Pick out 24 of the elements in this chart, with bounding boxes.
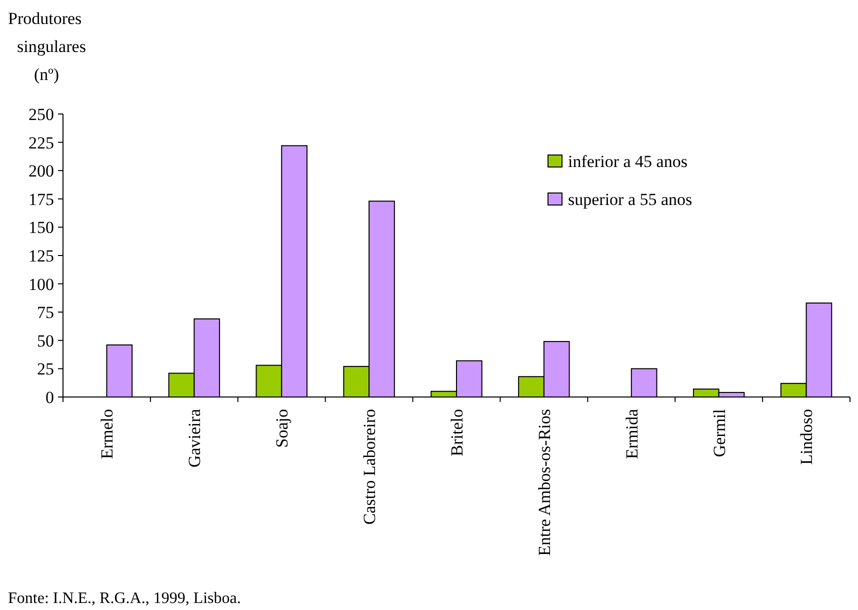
y-axis-title: Produtores singulares (nº)	[8, 9, 86, 84]
y-tick-label: 125	[28, 246, 54, 266]
x-tick-label: Lindoso	[797, 409, 816, 465]
y-tick-label: 75	[37, 303, 54, 322]
x-tick-label: Ermelo	[98, 409, 117, 460]
source-note: Fonte: I.N.E., R.G.A., 1999, Lisboa.	[8, 590, 241, 607]
y-tick-label: 100	[28, 274, 54, 294]
y-tick-label: 50	[37, 331, 54, 350]
x-tick-label: Germil	[710, 408, 729, 458]
y-tick-label: 0	[46, 388, 54, 407]
y-tick-label: 250	[28, 104, 54, 124]
x-tick-label: Gavieira	[185, 408, 204, 468]
y-tick-label: 150	[28, 218, 54, 238]
legend-label: superior a 55 anos	[568, 190, 692, 209]
y-tick-label: 175	[28, 190, 54, 209]
x-tick-label: Britelo	[447, 409, 466, 456]
x-tick-label: Ermida	[622, 408, 642, 460]
x-tick-label: Entre Ambos-os-Rios	[534, 409, 554, 556]
legend-label: inferior a 45 anos	[568, 152, 688, 171]
x-tick-label: Castro Laboreiro	[360, 409, 380, 525]
y-tick-label: 225	[28, 133, 54, 152]
x-tick-label: Soajo	[272, 409, 292, 448]
y-tick-label: 25	[37, 360, 54, 379]
y-tick-label: 200	[28, 162, 54, 181]
